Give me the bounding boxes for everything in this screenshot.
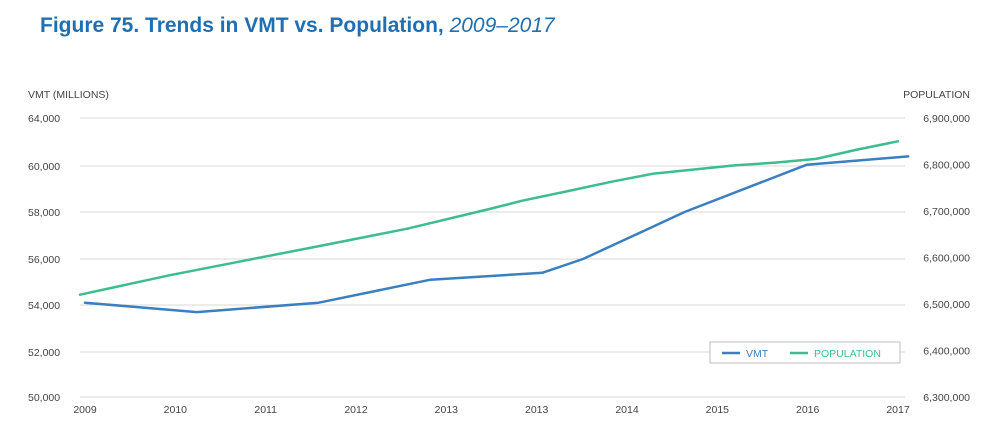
y-left-tick-label: 54,000 xyxy=(28,300,60,312)
chart-title-years: 2009–2017 xyxy=(449,14,555,37)
x-tick-label: 2016 xyxy=(796,404,820,416)
chart-title: Figure 75. Trends in VMT vs. Population,… xyxy=(40,14,555,38)
x-tick-label: 2009 xyxy=(73,404,97,416)
y-axis-left-ticks: 50,000 52,000 54,000 56,000 58,000 60,000 64,0… xyxy=(28,113,60,404)
y-right-tick-label: 6,600,000 xyxy=(923,253,970,265)
y-right-tick-label: 6,500,000 xyxy=(923,299,970,311)
y-axis-left-title: VMT (MILLIONS) xyxy=(28,89,109,101)
x-tick-label: 2013 xyxy=(435,404,459,416)
x-tick-label: 2015 xyxy=(706,404,730,416)
legend-label: POPULATION xyxy=(814,348,881,360)
y-left-tick-label: 50,000 xyxy=(28,392,60,404)
y-axis-right-title: POPULATION xyxy=(903,89,970,101)
x-axis-ticks: 2009 2010 2011 2012 2013 2013 2014 2015 2016 2017 xyxy=(73,404,910,416)
x-tick-label: 2010 xyxy=(164,404,188,416)
y-left-tick-label: 52,000 xyxy=(28,347,60,359)
series-line-vmt xyxy=(83,155,910,314)
legend-label: VMT xyxy=(746,348,769,360)
x-tick-label: 2012 xyxy=(344,404,368,416)
y-axis-right-ticks: 6,300,000 6,400,000 6,500,000 6,600,000 6,70… xyxy=(923,113,970,404)
series-line-population xyxy=(78,140,900,296)
y-right-tick-label: 6,900,000 xyxy=(923,113,970,125)
y-right-tick-label: 6,400,000 xyxy=(923,346,970,358)
y-right-tick-label: 6,700,000 xyxy=(923,206,970,218)
chart-legend: VMT POPULATION xyxy=(709,341,901,364)
x-tick-label: 2017 xyxy=(886,404,910,416)
y-left-tick-label: 58,000 xyxy=(28,207,60,219)
x-tick-label: 2014 xyxy=(615,404,639,416)
y-right-tick-label: 6,800,000 xyxy=(923,160,970,172)
chart-title-main: Figure 75. Trends in VMT vs. Population, xyxy=(40,14,444,37)
x-tick-label: 2013 xyxy=(525,404,549,416)
x-tick-label: 2011 xyxy=(254,404,277,416)
y-left-tick-label: 56,000 xyxy=(28,254,60,266)
y-left-tick-label: 64,000 xyxy=(28,113,60,125)
y-left-tick-label: 60,000 xyxy=(28,161,60,173)
y-right-tick-label: 6,300,000 xyxy=(923,392,970,404)
chart-series xyxy=(78,140,910,314)
